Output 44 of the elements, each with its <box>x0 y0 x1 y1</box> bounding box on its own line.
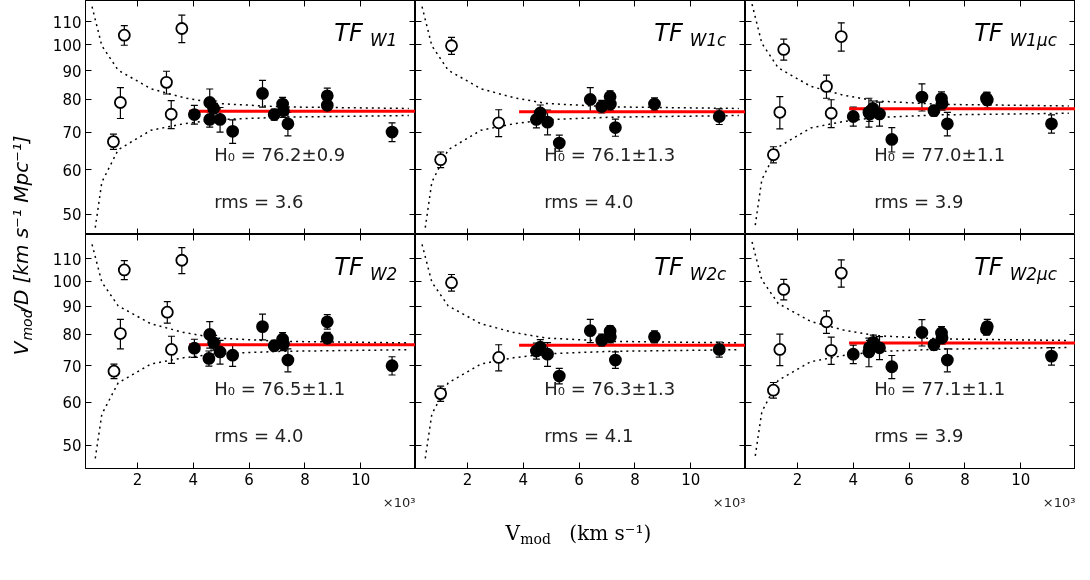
x-tick-label: 4 <box>188 470 199 489</box>
text: ×10³ <box>712 494 746 510</box>
annotation: H₀ = 77.1±1.1 <box>874 378 1006 400</box>
annotation: H₀ = 76.2±0.9 <box>214 144 346 166</box>
annotation: rms = 3.9 <box>874 191 964 213</box>
x-tick-label: 6 <box>904 470 914 489</box>
x-tick-label: 2 <box>792 470 803 489</box>
y-tick-label: 90 <box>62 62 82 81</box>
y-tick-label: 70 <box>62 124 82 143</box>
annotation: rms = 4.0 <box>544 191 634 213</box>
x-tick-label: 10 <box>681 470 701 489</box>
x-tick-label: 10 <box>1011 470 1031 489</box>
y-tick-label: 90 <box>62 298 82 317</box>
x-tick-label: 4 <box>518 470 529 489</box>
annotation: H₀ = 77.0±1.1 <box>874 144 1006 166</box>
x-tick-label: 8 <box>960 470 970 489</box>
y-tick-label: 100 <box>52 273 82 292</box>
x-tick-label: 8 <box>300 470 310 489</box>
y-tick-label: 110 <box>52 13 82 32</box>
y-tick-label: 60 <box>62 394 82 413</box>
x-tick-label: 6 <box>574 470 584 489</box>
annotation: H₀ = 76.3±1.3 <box>544 378 676 400</box>
y-tick-label: 70 <box>62 357 82 376</box>
y-tick-label: 50 <box>62 437 82 456</box>
text: ×10³ <box>382 494 416 510</box>
y-tick-label: 80 <box>62 91 82 110</box>
x-tick-label: 6 <box>244 470 254 489</box>
annotation: H₀ = 76.1±1.3 <box>544 144 676 166</box>
x-tick-label: 10 <box>351 470 371 489</box>
annotation: rms = 4.1 <box>544 425 634 447</box>
y-tick-label: 50 <box>62 206 82 225</box>
annotation: rms = 4.0 <box>214 425 304 447</box>
x-tick-label: 2 <box>462 470 473 489</box>
y-tick-label: 110 <box>52 250 82 269</box>
x-tick-label: 2 <box>132 470 143 489</box>
y-tick-label: 100 <box>52 36 82 55</box>
annotation: H₀ = 76.5±1.1 <box>214 378 346 400</box>
annotation: rms = 3.6 <box>214 191 304 213</box>
annotation: rms = 3.9 <box>874 425 964 447</box>
x-tick-label: 4 <box>848 470 859 489</box>
x-tick-label: 8 <box>630 470 640 489</box>
y-tick-label: 80 <box>62 326 82 345</box>
text: ×10³ <box>1042 494 1076 510</box>
y-tick-label: 60 <box>62 161 82 180</box>
